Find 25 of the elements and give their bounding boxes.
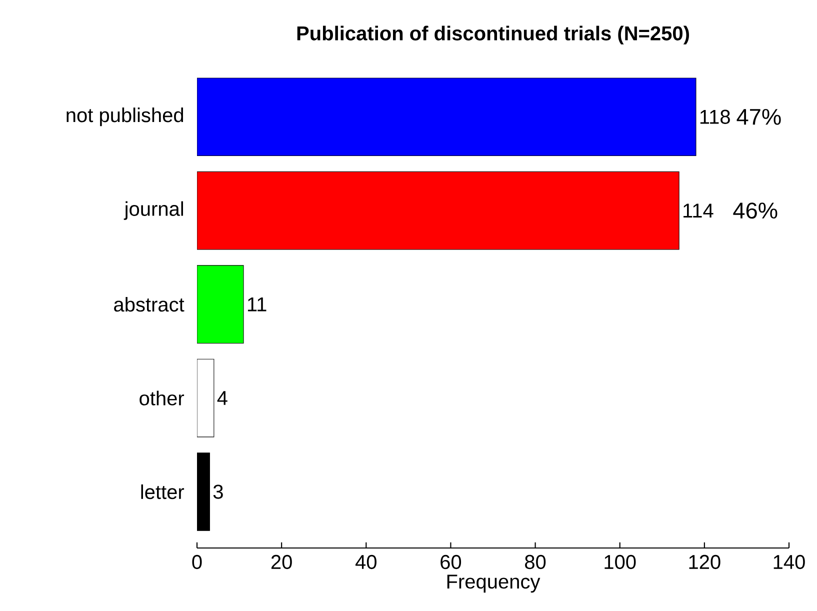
chart-title: Publication of discontinued trials (N=250) — [297, 26, 689, 44]
annotation: 47% — [736, 108, 781, 125]
y-tick-label: other — [140, 390, 184, 406]
data-label: 114 — [684, 204, 714, 218]
x-tick-label: 20 — [271, 554, 292, 570]
data-label: 3 — [213, 484, 223, 499]
data-label: 4 — [217, 391, 228, 405]
x-tick-label: 100 — [604, 554, 636, 570]
bar — [197, 171, 680, 250]
x-axis-title: Frequency — [447, 574, 540, 593]
x-tick-label: 120 — [689, 554, 720, 570]
data-label: 118 — [700, 110, 730, 124]
x-tick-label: 0 — [192, 554, 202, 570]
annotation: 46% — [733, 202, 778, 219]
x-tick-label: 80 — [525, 554, 546, 570]
bar — [197, 452, 210, 531]
x-tick-label: 40 — [355, 554, 376, 570]
x-tick-label: 140 — [774, 554, 805, 570]
y-tick-label: not published — [66, 108, 184, 126]
data-label: 11 — [248, 297, 266, 312]
x-tick-label: 60 — [440, 554, 462, 570]
y-tick-label: letter — [141, 484, 184, 500]
bar — [197, 78, 696, 156]
y-tick-label: journal — [124, 201, 184, 220]
y-tick-label: abstract — [114, 296, 184, 312]
